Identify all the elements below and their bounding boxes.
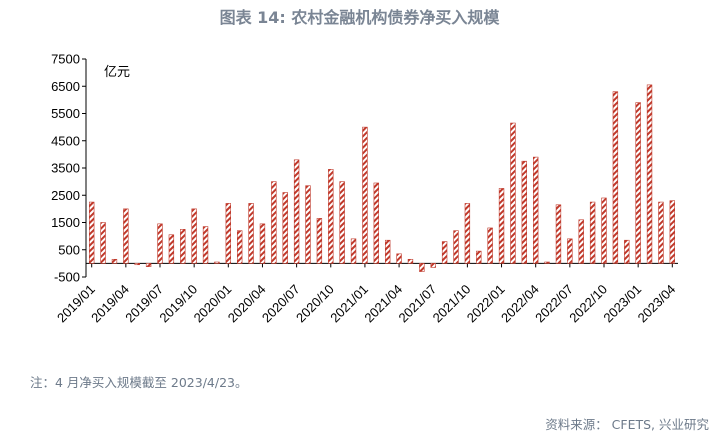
bar-2020-09 — [316, 218, 323, 264]
bar-2023-01 — [635, 102, 641, 264]
bar-2022-05 — [544, 261, 550, 264]
bar-2021-10 — [464, 203, 471, 264]
bar-2021-07 — [430, 263, 436, 268]
bar-2020-02 — [237, 230, 243, 264]
y-tick-label: 4500 — [51, 133, 80, 148]
footnote: 注：4 月净买入规模截至 2023/4/23。 — [30, 375, 248, 390]
bar-2021-08 — [441, 241, 448, 264]
bar-2022-03 — [521, 160, 527, 264]
bar-2021-04 — [396, 253, 402, 264]
bar-2021-05 — [407, 258, 414, 264]
bar-2021-09 — [453, 230, 459, 264]
bar-2019-12 — [214, 261, 220, 264]
bar-2021-02 — [373, 182, 379, 264]
bar-2020-12 — [350, 238, 357, 264]
bar-2019-09 — [180, 229, 186, 264]
bar-2022-12 — [624, 239, 630, 264]
y-tick-label: 3500 — [51, 161, 80, 176]
bar-2022-01 — [498, 188, 505, 264]
bar-2020-10 — [328, 169, 334, 264]
bar-2019-03 — [111, 258, 118, 264]
bar-2020-08 — [305, 185, 311, 264]
unit-label: 亿元 — [104, 65, 130, 80]
y-tick-label: 1500 — [51, 215, 80, 230]
bar-2021-01 — [362, 126, 368, 264]
x-tick-label: 2023/04 — [635, 282, 679, 326]
bar-2020-01 — [225, 203, 231, 264]
bar-2022-11 — [612, 91, 619, 264]
bar-2023-03 — [658, 201, 664, 264]
y-tick-label: 2500 — [51, 188, 80, 203]
bar-2019-04 — [123, 208, 129, 264]
bar-2019-07 — [157, 223, 163, 264]
y-tick-label: 7500 — [51, 52, 80, 67]
source-text: 资料来源： CFETS, 兴业研究 — [545, 417, 709, 432]
bar-2022-04 — [533, 156, 539, 264]
bar-2019-01 — [89, 201, 95, 264]
bar-2022-08 — [578, 219, 584, 264]
chart-title: 图表 14: 农村金融机构债券净买入规模 — [219, 8, 500, 27]
bar-2020-04 — [259, 223, 266, 264]
bar-2021-12 — [487, 227, 493, 264]
bar-2022-07 — [567, 238, 573, 264]
bar-2020-05 — [271, 181, 277, 264]
bar-2022-02 — [510, 122, 516, 264]
bar-2021-03 — [385, 239, 391, 264]
y-tick-label: 500 — [58, 242, 80, 257]
bar-2022-10 — [601, 197, 607, 264]
bar-2021-06 — [419, 263, 425, 272]
bar-2020-03 — [248, 203, 254, 264]
bar-2020-11 — [339, 181, 345, 264]
bar-2023-04 — [669, 200, 675, 264]
bar-2023-02 — [646, 84, 653, 264]
bar-2019-05 — [134, 263, 140, 266]
bar-2019-10 — [191, 208, 197, 264]
y-tick-label: -500 — [54, 270, 80, 285]
bar-2019-06 — [145, 263, 152, 267]
y-tick-label: 5500 — [51, 106, 80, 121]
bar-2020-07 — [293, 159, 300, 264]
bar-2021-11 — [476, 250, 482, 264]
bar-2019-08 — [168, 234, 175, 264]
bar-2020-06 — [282, 192, 288, 264]
bar-2022-09 — [589, 201, 596, 264]
bar-2022-06 — [555, 204, 562, 264]
bar-2019-02 — [100, 222, 106, 264]
bar-2019-11 — [202, 226, 209, 264]
y-tick-label: 6500 — [51, 79, 80, 94]
